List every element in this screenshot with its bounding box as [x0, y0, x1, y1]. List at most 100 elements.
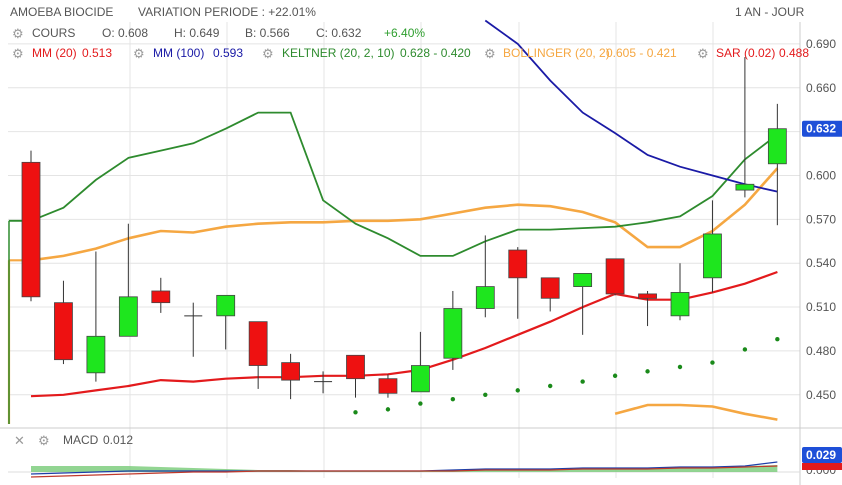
- y-tick-label: 0.660: [806, 81, 836, 95]
- candle: [508, 247, 528, 319]
- indicator-lines: [7, 19, 779, 424]
- candle: [184, 302, 203, 357]
- sar-dot: [515, 388, 520, 393]
- candle-body: [605, 258, 625, 295]
- macd-tag-value: 0.029: [806, 448, 836, 462]
- mm20-value: 0.513: [82, 46, 113, 60]
- sar-dot: [548, 383, 553, 389]
- candle-body: [475, 286, 495, 309]
- candle: [573, 273, 593, 335]
- candle: [281, 353, 301, 400]
- bollinger-label: BOLLINGER (20, 2): [503, 46, 610, 60]
- mm20-label: MM (20): [32, 46, 77, 60]
- candle: [248, 321, 268, 389]
- candle-body: [378, 378, 398, 394]
- macd-close-icon[interactable]: ✕: [14, 433, 25, 448]
- period-selector[interactable]: 1 AN - JOUR: [735, 5, 805, 19]
- y-axis-ticks: 0.4500.4800.5100.5400.5700.6000.6300.660…: [806, 37, 836, 402]
- candle-body: [573, 273, 593, 287]
- sar-dot: [775, 337, 780, 342]
- macd-pane: 0.000: [8, 461, 836, 478]
- candle: [475, 235, 495, 318]
- y-tick-label: 0.570: [806, 212, 836, 226]
- sar-dot: [385, 407, 391, 412]
- sar-label: SAR (0.02): [716, 46, 776, 60]
- last-price-value: 0.632: [806, 122, 836, 136]
- candle: [346, 354, 365, 398]
- candle-body: [767, 128, 787, 165]
- open-value: O: 0.608: [102, 26, 149, 40]
- price-tag: 0.632: [802, 120, 842, 137]
- last-price-tag: [802, 120, 842, 137]
- y-tick-label: 0.690: [806, 37, 836, 51]
- macd-gear-icon[interactable]: ⚙: [38, 433, 50, 448]
- cours-gear-icon[interactable]: ⚙: [12, 26, 24, 41]
- legend-indicators-row: ⚙ MM (20) 0.513 ⚙ MM (100) 0.593 ⚙ KELTN…: [0, 44, 809, 62]
- candle-body: [86, 335, 106, 374]
- macd-legend: ✕ ⚙ MACD 0.012: [0, 431, 300, 449]
- candle-body: [21, 161, 41, 298]
- candle: [151, 277, 171, 313]
- sar-value: 0.488: [779, 46, 810, 60]
- cours-label: COURS: [32, 26, 76, 40]
- candle-body: [216, 294, 236, 317]
- candle-body: [54, 302, 73, 361]
- candle-body: [638, 293, 657, 299]
- candle: [314, 371, 333, 394]
- candles: [21, 57, 787, 400]
- y-tick-label: 0.600: [806, 168, 836, 182]
- sar-dot: [612, 373, 618, 378]
- candle: [54, 280, 73, 365]
- candle-body: [410, 365, 430, 393]
- candle-body: [443, 308, 463, 359]
- sar-dot: [742, 347, 748, 352]
- y-tick-label: 0.480: [806, 344, 836, 358]
- bollinger-upper-line: [30, 167, 779, 262]
- keltner-value: 0.628 - 0.420: [400, 46, 471, 60]
- candle: [118, 223, 138, 337]
- mm20-gear-icon[interactable]: ⚙: [12, 46, 24, 61]
- sar-dot: [710, 360, 715, 365]
- change-value: +6.40%: [384, 26, 426, 40]
- candle-body: [118, 296, 138, 337]
- close-value: C: 0.632: [316, 26, 362, 40]
- candle-body: [151, 290, 171, 304]
- candle: [410, 331, 430, 393]
- sar-dot: [677, 364, 683, 370]
- stock-title: AMOEBA BIOCIDE: [10, 5, 114, 19]
- sar-dot: [353, 410, 358, 415]
- y-tick-label: 0.510: [806, 300, 836, 314]
- candle-body: [540, 277, 560, 299]
- candle-body: [346, 354, 365, 380]
- high-value: H: 0.649: [174, 26, 220, 40]
- candle: [443, 290, 463, 370]
- macd-value-tag: [802, 447, 842, 463]
- candle-body: [281, 362, 301, 381]
- macd-signal-line: [30, 465, 778, 478]
- sar-dot: [645, 369, 650, 374]
- candle: [378, 374, 398, 398]
- candle: [703, 200, 722, 293]
- bollinger-gear-icon[interactable]: ⚙: [484, 46, 496, 61]
- sar-dots: [353, 337, 780, 415]
- mm100-line: [484, 19, 778, 193]
- candle-body: [670, 292, 690, 317]
- bollinger-value: 0.605 - 0.421: [606, 46, 677, 60]
- bollinger-lower-line: [614, 403, 778, 421]
- mm100-label: MM (100): [153, 46, 205, 60]
- mm20-line: [30, 270, 778, 398]
- keltner-gear-icon[interactable]: ⚙: [262, 46, 274, 61]
- mm100-gear-icon[interactable]: ⚙: [133, 46, 145, 61]
- candle-body: [735, 183, 755, 191]
- candle: [670, 263, 690, 321]
- candle: [216, 294, 236, 350]
- y-tick-label: 0.540: [806, 256, 836, 270]
- sar-gear-icon[interactable]: ⚙: [697, 46, 709, 61]
- candle-body: [703, 233, 722, 279]
- candle: [767, 103, 787, 226]
- sar-dot: [483, 392, 488, 397]
- macd-label: MACD: [63, 433, 99, 447]
- macd-signal-tag: [802, 463, 842, 470]
- period-variation: VARIATION PERIODE : +22.01%: [138, 5, 316, 19]
